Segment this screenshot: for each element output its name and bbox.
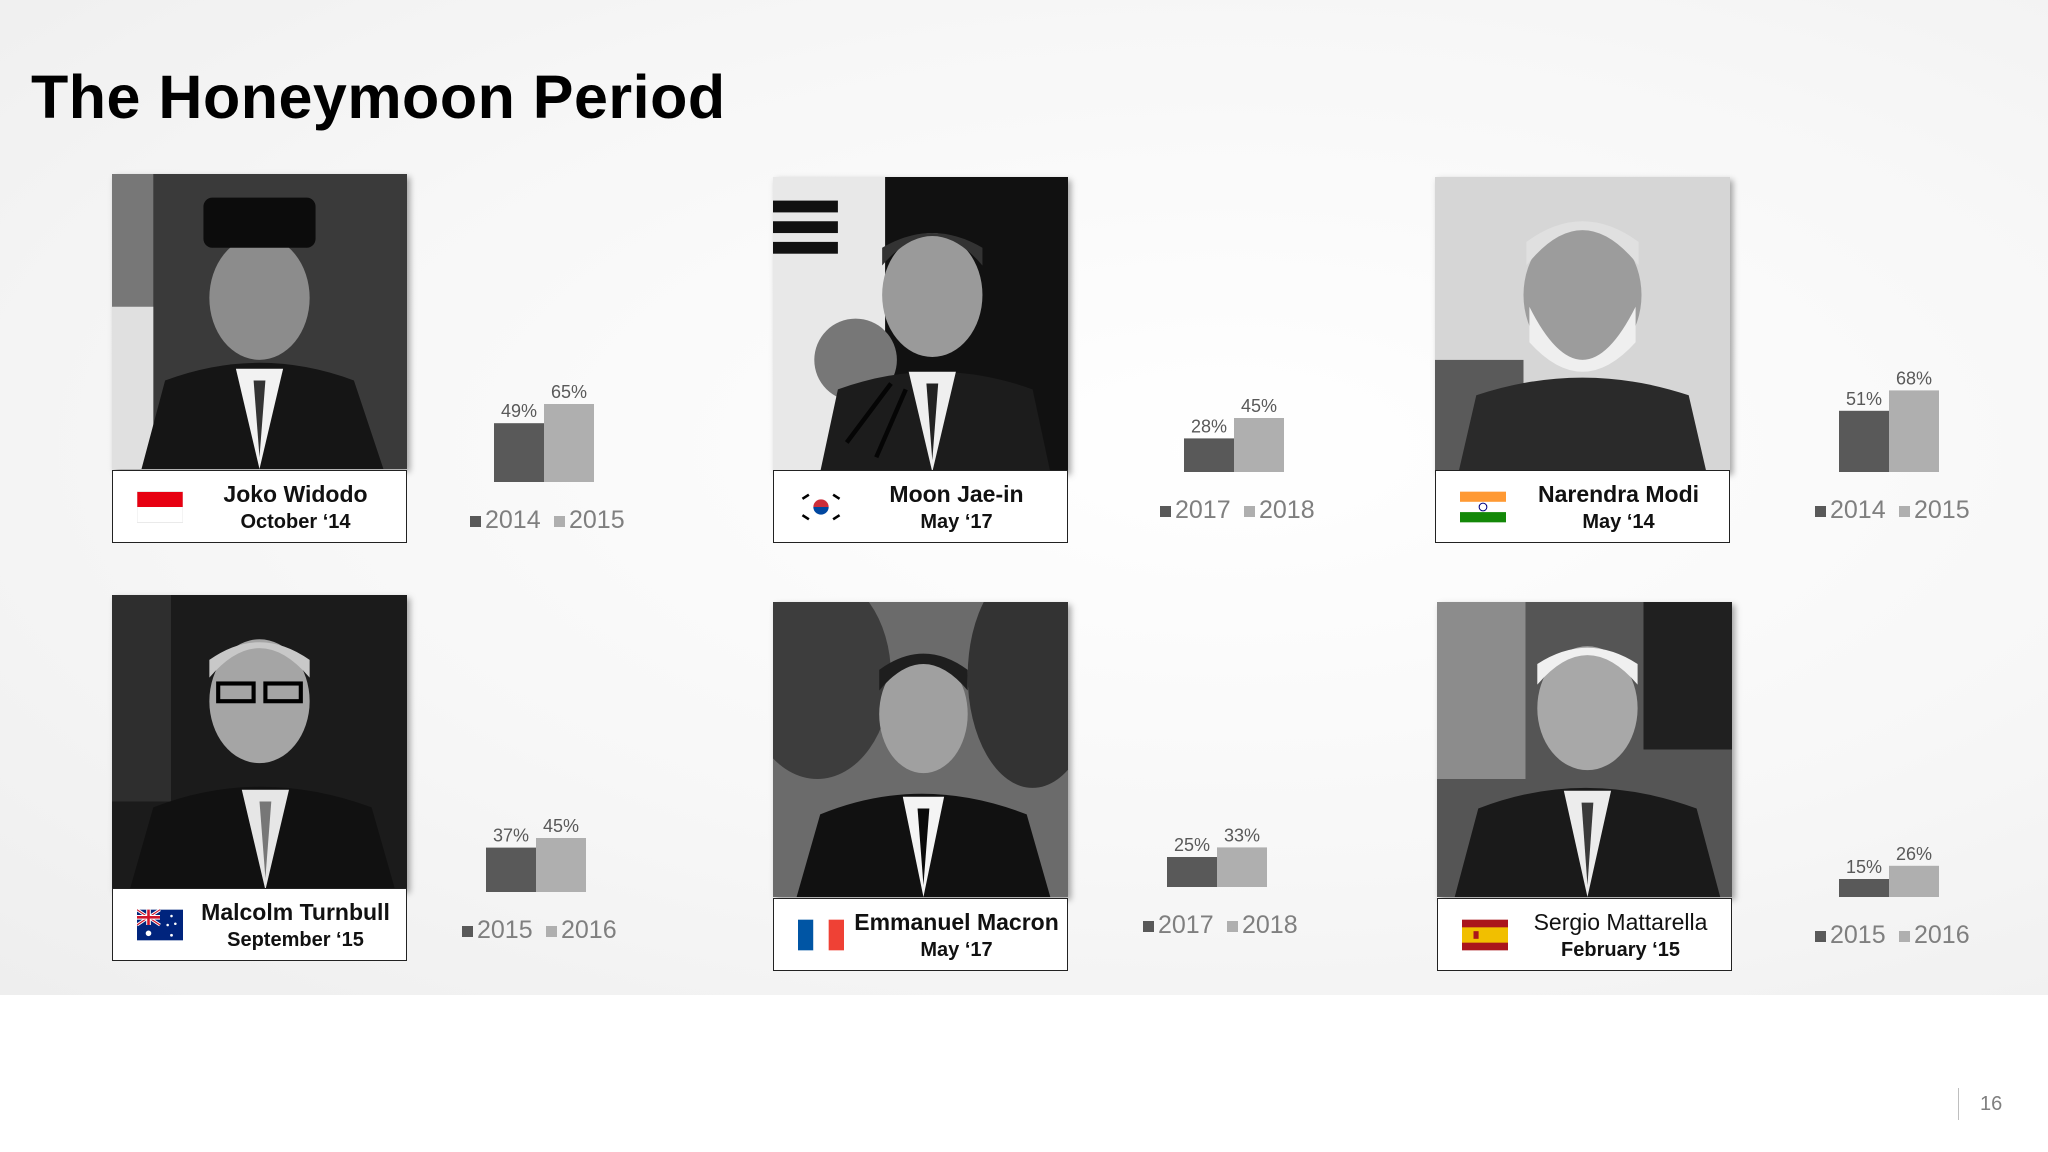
leader-photo-moon — [773, 177, 1068, 472]
leader-photo-mattarella — [1437, 602, 1732, 897]
indonesia-flag-icon — [137, 491, 183, 523]
leader-photo-widodo — [112, 174, 407, 469]
leader-name: Sergio Mattarella — [1533, 909, 1708, 935]
leader-date: October ‘14 — [240, 511, 351, 533]
leader-name: Joko Widodo — [223, 481, 368, 507]
leader-date: May ‘17 — [920, 511, 993, 533]
data-label-2014: 49% — [501, 401, 537, 421]
legend-swatch-2015 — [554, 516, 565, 527]
approval-chart-widodo: 49% 65% 2014 2015 — [460, 350, 660, 540]
leader-namebox-turnbull: Malcolm Turnbull September ‘15 — [112, 888, 407, 961]
legend-label-2015: 2015 — [1830, 921, 1886, 949]
bar-2015 — [1839, 879, 1889, 897]
data-label-2015: 68% — [1896, 368, 1932, 388]
data-label-2016: 45% — [543, 816, 579, 836]
bar-2017 — [1184, 438, 1234, 472]
legend-swatch-2014 — [1815, 506, 1826, 517]
leader-name: Narendra Modi — [1537, 481, 1700, 507]
leader-date: May ‘17 — [920, 939, 993, 961]
legend-label-2015: 2015 — [569, 506, 625, 534]
spain-flag-icon — [1462, 919, 1508, 951]
leader-namebox-mattarella: Sergio Mattarella February ‘15 — [1437, 898, 1732, 971]
bar-2015 — [544, 404, 594, 482]
legend-label-2018: 2018 — [1259, 496, 1315, 524]
leader-name: Emmanuel Macron — [854, 909, 1059, 935]
leader-namebox-macron: Emmanuel Macron May ‘17 — [773, 898, 1068, 971]
bar-2018 — [1217, 847, 1267, 887]
legend-swatch-2018 — [1244, 506, 1255, 517]
approval-chart-moon: 28% 45% 2017 2018 — [1150, 340, 1350, 530]
data-label-2015: 37% — [493, 826, 529, 846]
leader-name: Malcolm Turnbull — [201, 899, 390, 925]
leader-name: Moon Jae-in — [889, 481, 1024, 507]
bar-2015 — [486, 847, 536, 892]
data-label-2015: 15% — [1846, 857, 1882, 877]
legend-swatch-2017 — [1160, 506, 1171, 517]
approval-chart-turnbull: 37% 45% 2015 2016 — [452, 760, 652, 950]
legend-swatch-2015 — [1815, 931, 1826, 942]
legend-label-2016: 2016 — [1914, 921, 1970, 949]
legend-swatch-2016 — [1899, 931, 1910, 942]
approval-chart-macron: 25% 33% 2017 2018 — [1133, 755, 1333, 945]
legend-swatch-2018 — [1227, 921, 1238, 932]
bar-2015 — [1889, 390, 1939, 472]
bar-2018 — [1234, 418, 1284, 472]
south-korea-flag-icon — [798, 491, 844, 523]
page-number-divider — [1958, 1088, 1959, 1120]
leader-photo-modi — [1435, 177, 1730, 472]
leader-namebox-modi: Narendra Modi May ‘14 — [1435, 470, 1730, 543]
data-label-2015: 65% — [551, 382, 587, 402]
bar-2017 — [1167, 857, 1217, 887]
slide-title: The Honeymoon Period — [31, 63, 726, 131]
legend-label-2016: 2016 — [561, 916, 617, 944]
legend-swatch-2014 — [470, 516, 481, 527]
data-label-2017: 25% — [1174, 835, 1210, 855]
legend-label-2015: 2015 — [477, 916, 533, 944]
leader-photo-turnbull — [112, 595, 407, 890]
legend-label-2015: 2015 — [1914, 496, 1970, 524]
bar-2016 — [1889, 865, 1939, 897]
australia-flag-icon — [137, 909, 183, 941]
legend-label-2014: 2014 — [1830, 496, 1886, 524]
india-flag-icon — [1460, 491, 1506, 523]
approval-chart-mattarella: 15% 26% 2015 2016 — [1805, 765, 2005, 955]
data-label-2017: 28% — [1191, 416, 1227, 436]
bar-2016 — [536, 838, 586, 892]
legend-label-2017: 2017 — [1175, 496, 1231, 524]
bar-2014 — [494, 423, 544, 482]
legend-swatch-2015 — [1899, 506, 1910, 517]
leader-namebox-moon: Moon Jae-in May ‘17 — [773, 470, 1068, 543]
data-label-2014: 51% — [1846, 389, 1882, 409]
leader-date: September ‘15 — [227, 929, 364, 951]
leader-namebox-widodo: Joko Widodo October ‘14 — [112, 470, 407, 543]
data-label-2018: 33% — [1224, 825, 1260, 845]
france-flag-icon — [798, 919, 844, 951]
legend-label-2017: 2017 — [1158, 911, 1214, 939]
bar-2014 — [1839, 410, 1889, 472]
approval-chart-modi: 51% 68% 2014 2015 — [1805, 340, 2005, 530]
page-number: 16 — [1980, 1093, 2003, 1115]
legend-swatch-2017 — [1143, 921, 1154, 932]
leader-date: February ‘15 — [1561, 939, 1680, 961]
leader-date: May ‘14 — [1582, 511, 1655, 533]
legend-swatch-2015 — [462, 926, 473, 937]
leader-photo-macron — [773, 602, 1068, 897]
legend-swatch-2016 — [546, 926, 557, 937]
data-label-2018: 45% — [1241, 396, 1277, 416]
data-label-2016: 26% — [1896, 844, 1932, 864]
legend-label-2018: 2018 — [1242, 911, 1298, 939]
legend-label-2014: 2014 — [485, 506, 541, 534]
